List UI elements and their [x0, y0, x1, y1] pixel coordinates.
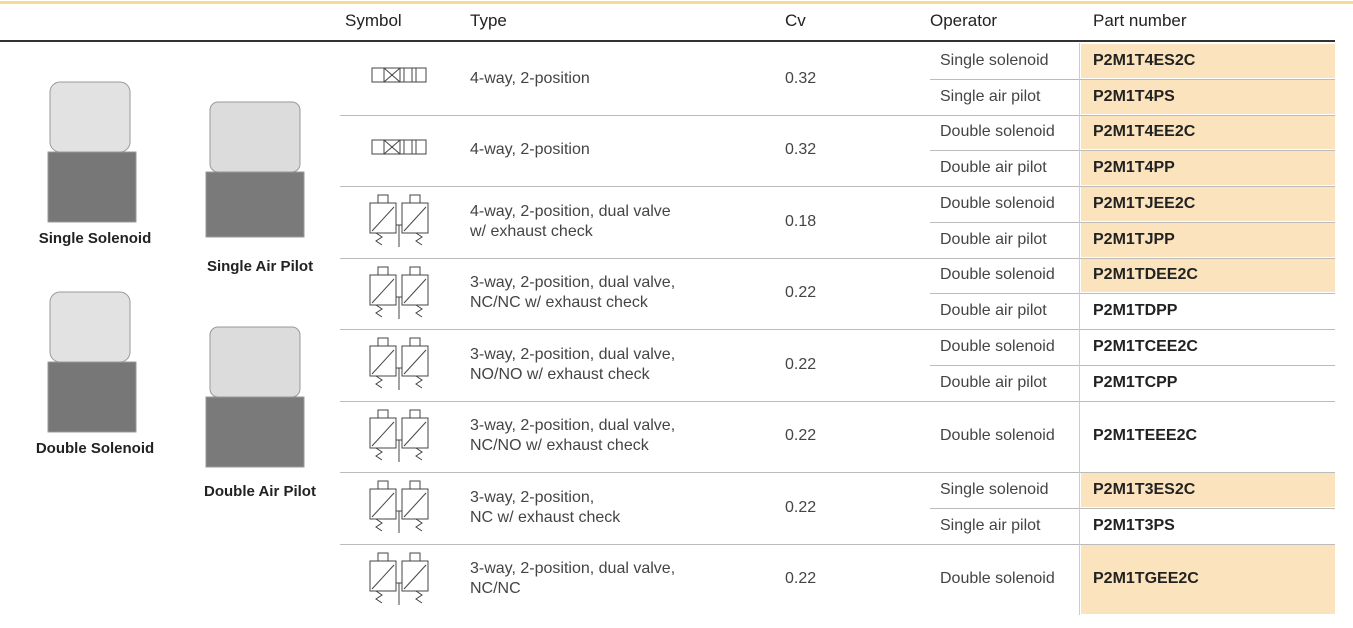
type-cell: 3-way, 2-position, NC w/ exhaust check	[470, 488, 621, 526]
part-highlight	[1081, 473, 1335, 507]
part-number: P2M1TJEE2C	[1093, 194, 1196, 212]
row-divider	[340, 329, 1335, 330]
product-label: Single Air Pilot	[206, 258, 314, 275]
cv-cell: 0.18	[785, 212, 817, 230]
operator-cell: Double solenoid	[930, 543, 1080, 615]
subrow-divider	[930, 293, 1335, 295]
valve-symbol	[369, 266, 429, 319]
part-number: P2M1TEEE2C	[1093, 427, 1198, 445]
operator-cell: Double solenoid	[930, 400, 1080, 472]
product-label: Single Solenoid	[38, 230, 152, 247]
part-number: P2M1T4PS	[1093, 87, 1175, 105]
part-number: P2M1TGEE2C	[1093, 570, 1199, 588]
cv-cell: 0.32	[785, 141, 817, 159]
type-cell: 3-way, 2-position, dual valve, NC/NC w/ …	[470, 274, 676, 312]
part-number: P2M1T4ES2C	[1093, 51, 1196, 69]
subrow-divider	[930, 221, 1335, 223]
operator-cell: Double air pilot	[930, 150, 1080, 186]
row-divider	[340, 472, 1335, 473]
header-rule	[0, 40, 1335, 42]
cv-cell: 0.22	[785, 284, 817, 302]
type-cell: 3-way, 2-position, dual valve, NO/NO w/ …	[470, 345, 676, 383]
part-number: P2M1TDPP	[1093, 302, 1178, 320]
part-highlight	[1081, 258, 1335, 293]
column-header: Operator	[930, 11, 998, 30]
part-number: P2M1TCPP	[1093, 373, 1178, 391]
operator-cell: Double solenoid	[930, 114, 1080, 151]
valve-symbol	[369, 480, 429, 533]
row-divider	[340, 257, 1335, 259]
product-label: Double Air Pilot	[204, 483, 316, 500]
top-rule	[0, 1, 1353, 4]
type-cell: 4-way, 2-position	[470, 69, 590, 87]
part-number: P2M1T3ES2C	[1093, 480, 1196, 498]
product-label: Double Solenoid	[35, 440, 155, 457]
part-highlight	[1081, 115, 1335, 150]
operator-cell: Single air pilot	[930, 507, 1080, 544]
part-highlight	[1081, 151, 1335, 185]
operator-cell: Double solenoid	[930, 257, 1080, 294]
type-cell: 3-way, 2-position, dual valve, NC/NC	[470, 560, 676, 598]
part-highlight	[1081, 187, 1335, 221]
subrow-divider	[930, 150, 1335, 152]
operator-cell: Single air pilot	[930, 78, 1080, 115]
part-number: P2M1T4PP	[1093, 159, 1175, 177]
subrow-divider	[930, 507, 1335, 509]
row-divider	[340, 186, 1335, 187]
part-highlight	[1081, 79, 1335, 114]
subrow-divider	[930, 364, 1335, 366]
valve-symbol	[371, 139, 427, 154]
operator-cell: Double air pilot	[930, 221, 1080, 258]
cv-cell: 0.22	[785, 498, 817, 516]
valve-symbol	[369, 337, 429, 390]
operator-cell: Double air pilot	[930, 364, 1080, 401]
cv-cell: 0.32	[785, 69, 817, 87]
operator-cell: Single solenoid	[930, 43, 1080, 79]
cv-cell: 0.22	[785, 427, 817, 445]
row-divider	[340, 114, 1335, 116]
type-cell: 4-way, 2-position	[470, 141, 590, 159]
column-header: Symbol	[345, 11, 402, 30]
valve-symbol	[369, 409, 429, 462]
part-highlight	[1081, 222, 1335, 257]
part-highlight	[1081, 544, 1335, 614]
row-divider	[340, 543, 1335, 545]
cv-cell: 0.22	[785, 355, 817, 373]
column-header: Cv	[785, 11, 806, 30]
part-number: P2M1T3PS	[1093, 516, 1175, 534]
product-images	[47, 81, 305, 468]
type-cell: 3-way, 2-position, dual valve, NC/NO w/ …	[470, 417, 676, 455]
product-image	[47, 81, 305, 468]
valve-symbol	[369, 552, 429, 605]
column-header: Type	[470, 11, 507, 30]
type-cell: 4-way, 2-position, dual valve w/ exhaust…	[470, 202, 671, 240]
valve-symbol	[371, 67, 427, 83]
operator-cell: Double solenoid	[930, 329, 1080, 365]
row-divider	[340, 400, 1335, 402]
column-header: Part number	[1093, 11, 1187, 30]
part-highlight	[1081, 44, 1335, 78]
part-number: P2M1TCEE2C	[1093, 337, 1198, 355]
cv-cell: 0.22	[785, 570, 817, 588]
part-number: P2M1TJPP	[1093, 230, 1175, 248]
operator-cell: Double air pilot	[930, 293, 1080, 329]
operator-cell: Double solenoid	[930, 186, 1080, 222]
valve-symbol	[369, 194, 429, 247]
operator-cell: Single solenoid	[930, 472, 1080, 508]
part-number: P2M1TDEE2C	[1093, 266, 1198, 284]
subrow-divider	[930, 78, 1335, 80]
part-number: P2M1T4EE2C	[1093, 123, 1196, 141]
